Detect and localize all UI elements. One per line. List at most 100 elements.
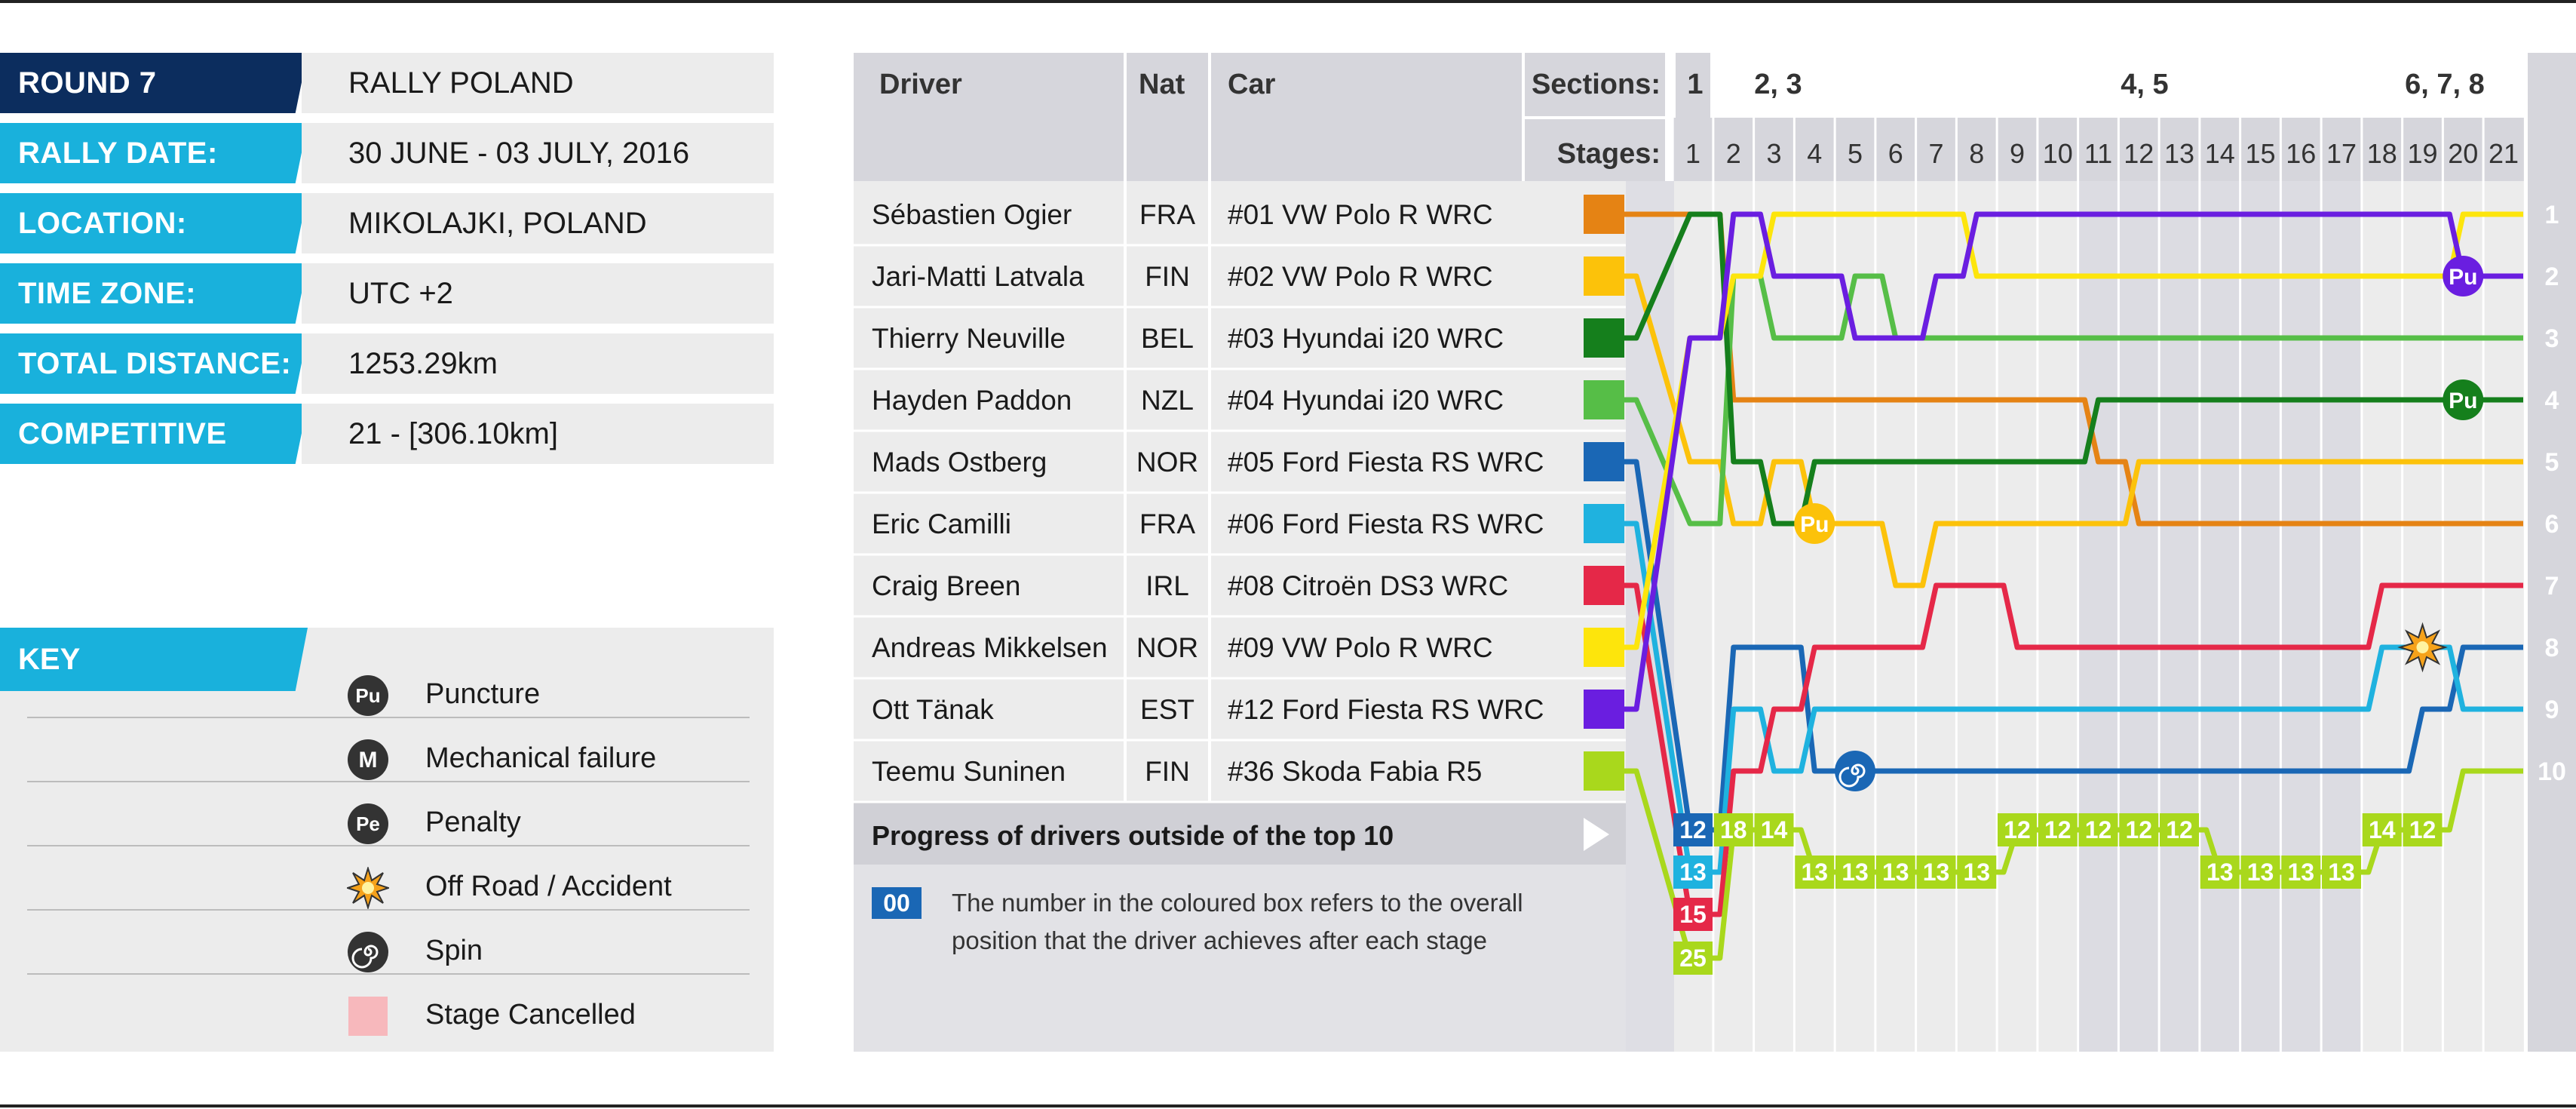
driver-nationality: NZL bbox=[1141, 385, 1194, 416]
outside-position-label: 25 bbox=[1679, 945, 1707, 972]
nat-column-header: Nat bbox=[1139, 69, 1185, 100]
outside-position-label: 13 bbox=[1801, 859, 1828, 886]
driver-name: Eric Camilli bbox=[872, 508, 1011, 539]
outside-position-label: 12 bbox=[2125, 816, 2152, 843]
stage-column bbox=[2321, 181, 2362, 1052]
stage-column bbox=[2159, 181, 2200, 1052]
stage-column bbox=[2078, 181, 2119, 1052]
spin-marker-swirl bbox=[1838, 763, 1866, 788]
stage-tick-label: 10 bbox=[2043, 138, 2073, 169]
stage-tick-label: 2 bbox=[1726, 138, 1741, 169]
outside-position-label: 14 bbox=[1761, 816, 1788, 843]
outside-position-box bbox=[1673, 813, 1713, 846]
stage-column bbox=[1835, 181, 1875, 1052]
outside-position-label: 13 bbox=[1923, 859, 1950, 886]
stage-header-cell bbox=[1875, 118, 1916, 181]
key-divider bbox=[27, 973, 750, 975]
stage-header-cell bbox=[2443, 118, 2484, 181]
key-item-label: Off Road / Accident bbox=[425, 871, 672, 902]
position-label: 7 bbox=[2545, 572, 2559, 601]
outside-position-box bbox=[2078, 813, 2118, 846]
stage-tick-label: 11 bbox=[2084, 138, 2112, 169]
stage-header-cell bbox=[1956, 118, 1998, 181]
stage-column bbox=[2361, 181, 2403, 1052]
sections-header: Sections: bbox=[1532, 69, 1661, 100]
stage-tick-label: 17 bbox=[2326, 138, 2357, 169]
series-line bbox=[1624, 582, 2523, 917]
stage-tick-label: 6 bbox=[1888, 138, 1903, 169]
outside-position-label: 13 bbox=[2247, 859, 2274, 886]
stage-column bbox=[2402, 181, 2443, 1052]
header-background bbox=[854, 53, 1523, 181]
series-line bbox=[1624, 211, 2523, 527]
outside-position-box bbox=[2403, 813, 2443, 846]
puncture-glyph: Pu bbox=[355, 684, 380, 707]
section-label: 2, 3 bbox=[1754, 69, 1802, 100]
stage-tick-label: 18 bbox=[2367, 138, 2397, 169]
car-column-header: Car bbox=[1228, 69, 1276, 100]
puncture-marker-glyph: Pu bbox=[2449, 265, 2477, 290]
position-lines bbox=[1624, 211, 2523, 961]
stage-column bbox=[2199, 181, 2240, 1052]
info-label: COMPETITIVE STAGES: bbox=[0, 404, 308, 464]
stage-column bbox=[2483, 181, 2524, 1052]
outside-position-box bbox=[1754, 813, 1794, 846]
driver-nationality: FRA bbox=[1139, 199, 1195, 230]
driver-name: Teemu Suninen bbox=[872, 756, 1066, 787]
outside-position-label: 13 bbox=[2287, 859, 2314, 886]
outside-position-label: 12 bbox=[2409, 816, 2436, 843]
puncture-marker-icon bbox=[1794, 503, 1835, 544]
outside-position-label: 12 bbox=[1679, 816, 1707, 843]
key-divider bbox=[27, 845, 750, 846]
spin-icon bbox=[348, 932, 388, 972]
driver-color-swatch bbox=[1584, 628, 1624, 667]
driver-color-swatch bbox=[1584, 566, 1624, 605]
penalty-glyph: Pe bbox=[356, 813, 380, 835]
outside-position-label: 13 bbox=[1882, 859, 1909, 886]
key-item-puncture: Pu Puncture bbox=[347, 662, 754, 726]
top-rule bbox=[0, 0, 2576, 3]
section-label: 6, 7, 8 bbox=[2405, 69, 2485, 100]
note-color-box bbox=[872, 887, 922, 919]
info-row-rally-date: RALLY DATE: 30 JUNE - 03 JULY, 2016 bbox=[0, 123, 774, 183]
key-item-stage-cancelled: Stage Cancelled bbox=[347, 983, 754, 1046]
driver-nationality: FIN bbox=[1145, 261, 1190, 292]
outside-position-box bbox=[1673, 942, 1713, 975]
outside-position-box bbox=[1795, 856, 1835, 889]
key-divider bbox=[27, 781, 750, 782]
info-value: 21 - [306.10km] bbox=[302, 404, 774, 464]
note-text-line2: position that the driver achieves after … bbox=[952, 926, 1487, 954]
series-line bbox=[1624, 211, 2523, 712]
stage-column bbox=[1753, 181, 1795, 1052]
stage-column bbox=[1997, 181, 2038, 1052]
series-line bbox=[1624, 273, 2523, 527]
outside-position-label: 18 bbox=[1720, 816, 1747, 843]
key-item-label: Mechanical failure bbox=[425, 742, 657, 774]
outside-position-label: 12 bbox=[2004, 816, 2031, 843]
key-divider bbox=[27, 909, 750, 911]
key-item-penalty: Pe Penalty bbox=[347, 791, 754, 854]
outside-position-label: 12 bbox=[2044, 816, 2072, 843]
position-label: 1 bbox=[2545, 201, 2559, 229]
series-line bbox=[1624, 211, 2523, 650]
info-row-time-zone: TIME ZONE: UTC +2 bbox=[0, 263, 774, 324]
outside-position-box bbox=[2281, 856, 2321, 889]
driver-name: Andreas Mikkelsen bbox=[872, 632, 1108, 663]
stage-header-cell bbox=[2037, 118, 2078, 181]
driver-car: #06 Ford Fiesta RS WRC bbox=[1228, 508, 1544, 539]
stage-tick-label: 14 bbox=[2205, 138, 2235, 169]
driver-color-swatch bbox=[1584, 195, 1624, 234]
outside-title-band bbox=[854, 803, 1626, 865]
info-row-competitive-stages: COMPETITIVE STAGES: 21 - [306.10km] bbox=[0, 404, 774, 464]
position-label: 5 bbox=[2545, 448, 2559, 477]
key-item-label: Penalty bbox=[425, 806, 521, 838]
stage-tick-label: 16 bbox=[2286, 138, 2316, 169]
stage-header-cell bbox=[2118, 118, 2160, 181]
puncture-marker-icon bbox=[2443, 256, 2484, 296]
key-item-label: Puncture bbox=[425, 678, 541, 710]
stage-header-cell bbox=[2199, 118, 2240, 181]
outside-position-box bbox=[1673, 898, 1713, 931]
driver-car: #02 VW Polo R WRC bbox=[1228, 261, 1493, 292]
outside-position-label: 13 bbox=[1963, 859, 1990, 886]
outside-top10-title: Progress of drivers outside of the top 1… bbox=[872, 820, 1394, 851]
